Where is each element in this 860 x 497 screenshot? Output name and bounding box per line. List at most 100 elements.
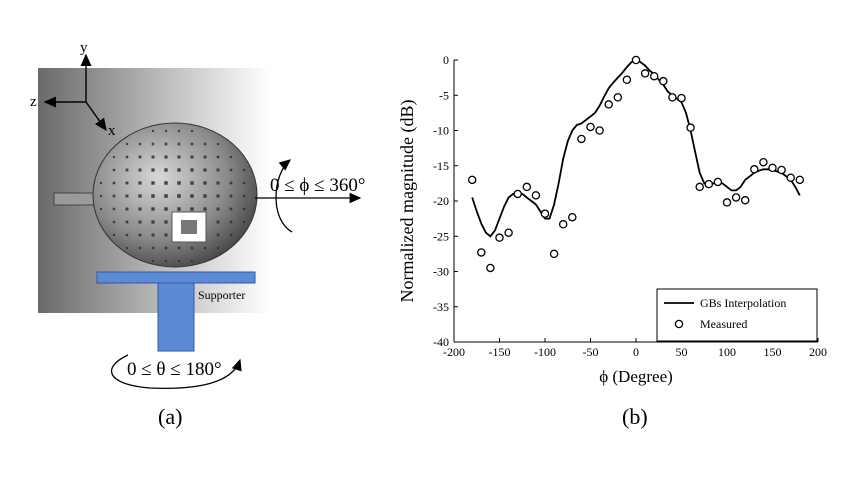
y-tick-label: -30 [433,265,449,279]
lens-bump [164,142,168,146]
measured-point [786,173,795,182]
measured-point [686,123,695,132]
x-tick-label: 0 [633,345,639,359]
theta-rotation-arrow-icon [110,354,242,389]
x-tick-label: 200 [809,345,827,359]
measured-point [668,93,677,102]
measured-point [522,182,532,192]
lens-sphere [92,122,258,268]
lens-bump [151,207,155,211]
lens-bump [125,233,129,237]
coordinate-axes-icon [43,53,107,132]
lens-bump [125,194,129,198]
lens-bump [138,207,142,211]
axis-z-label: z [30,94,37,110]
supporter-post [157,282,195,352]
x-axis-label: ϕ (Degree) [599,367,673,386]
lens-bump [164,220,168,224]
lens-bump [125,246,129,250]
lens-bump [164,194,168,198]
lens-bump [242,168,246,172]
lens-bump [203,246,207,250]
lens-bump [177,181,181,185]
measured-point [540,209,550,218]
lens-bump [112,220,116,224]
lens-bump [151,168,155,172]
lens-bump [177,168,181,172]
measured-point [613,93,623,102]
lens-bump [112,155,116,159]
lens-bump [177,142,181,146]
lens-bump [138,220,142,224]
lens-bump [125,168,129,172]
measured-point [704,179,714,189]
theta-range-label: 0 ≤ θ ≤ 180° [127,359,222,380]
lens-bump [99,194,103,198]
lens-bump [152,260,154,262]
lens-bump [242,207,246,211]
y-tick-label: 0 [443,53,449,67]
panel-b: -200 -150 -100 -50 0 50 100 150 200 0 -5 -10 -15 -20 -… [397,53,827,429]
measured-point [750,165,759,174]
lens-bump [229,207,233,211]
measured-point [713,177,723,187]
lens-bump [177,194,181,198]
measured-point [731,193,741,202]
lens-bump [229,233,233,237]
rotation-arrow-icon [255,159,362,233]
lens-bump [242,181,246,185]
measured-point [777,165,786,175]
lens-bump [190,129,194,133]
lens-bump [151,233,155,237]
x-tick-label: 100 [718,345,736,359]
lens-bump [151,129,155,133]
lens-antenna-icon [53,122,258,268]
measured-point [659,76,668,86]
lens-bump [190,155,194,159]
measured-point [495,233,504,242]
lens-bump [229,220,233,224]
lens-bump [164,168,168,172]
supporter-top [96,271,256,284]
lens-bump [164,246,168,250]
lens-bump [216,220,220,224]
lens-bump [229,194,233,198]
lens-bump [125,220,129,224]
y-tick-label: -20 [433,194,449,208]
y-tick-label: -40 [433,335,449,349]
lens-bump [99,181,103,185]
measured-point [531,191,541,200]
measured-point [631,55,641,65]
lens-bump [138,142,142,146]
x-tick-label: -100 [534,345,556,359]
lens-bump [177,155,181,159]
lens-bump [138,194,142,198]
lens-bump [99,207,103,211]
lens-bump [229,181,233,185]
measured-point [549,249,559,259]
y-tick-label: -15 [433,159,449,173]
lens-bump [203,207,207,211]
legend-box [656,288,818,342]
lens-bump [203,155,207,159]
panel-a-caption: (a) [158,404,182,429]
lens-bump [151,246,155,250]
lens-bump [112,181,116,185]
lens-bump [151,155,155,159]
y-tick-label: -25 [433,229,449,243]
series-gbs-interpolation [471,59,801,238]
measured-point [622,75,632,84]
lens-bump [138,155,142,159]
measured-point [486,263,495,273]
measured-point [695,182,704,192]
x-tick-label: 50 [676,345,688,359]
measured-point [477,248,486,257]
supporter-label: Supporter [198,288,245,302]
measured-point [467,175,477,185]
lens-bump [164,207,168,211]
lens-bump [242,194,246,198]
y-tick-label: -35 [433,300,449,314]
lens-bump [112,194,116,198]
measured-point [759,157,768,167]
